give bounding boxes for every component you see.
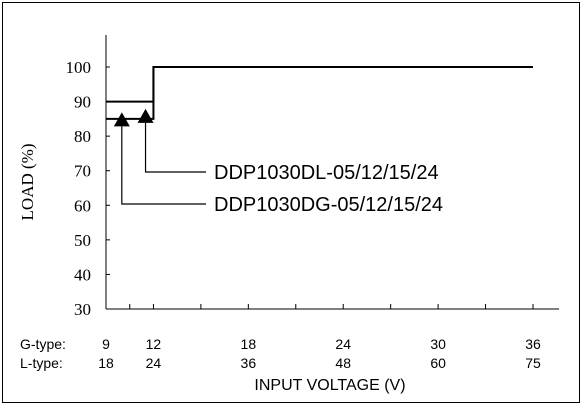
x-row-label-1: G-type: (20, 336, 66, 352)
axes (105, 35, 559, 310)
series-leader-line-1 (144, 122, 206, 173)
y-tick-label-30: 30 (74, 300, 91, 319)
x-row-1-tick-label-36: 36 (525, 336, 541, 352)
series-group (106, 66, 533, 120)
x-row-1-tick-label-18: 18 (241, 336, 257, 352)
x-row-2-tick-label-60: 60 (430, 355, 446, 371)
x-row-1-tick-label-12: 12 (146, 336, 162, 352)
series-line-1 (106, 66, 533, 103)
y-tick-label-90: 90 (74, 93, 91, 112)
series-marker-arrow-1 (137, 108, 154, 123)
y-axis-ticks: 30 40 50 60 70 80 90 100 (66, 58, 110, 319)
y-tick-label-100: 100 (66, 58, 92, 77)
y-tick-label-40: 40 (74, 265, 91, 284)
x-row-1-tick-label-9: 9 (102, 336, 110, 352)
y-tick-label-80: 80 (74, 127, 91, 146)
x-row-2-tick-label-18: 18 (98, 355, 114, 371)
series-label-1: DDP1030DL-05/12/15/24 (214, 162, 439, 184)
y-axis-title: LOAD (%) (18, 144, 37, 221)
x-axis-ticks (105, 304, 534, 309)
y-tick-label-60: 60 (74, 196, 91, 215)
y-tick-label-70: 70 (74, 162, 91, 181)
y-tick-label-50: 50 (74, 231, 91, 250)
x-row-label-2: L-type: (20, 355, 63, 371)
x-row-2-tick-label-48: 48 (335, 355, 351, 371)
x-row-1-tick-label-30: 30 (430, 336, 446, 352)
series-line-2 (106, 66, 533, 120)
marker-group: DDP1030DL-05/12/15/24 DDP1030DG-05/12/15/… (113, 108, 443, 216)
chart-frame (2, 2, 580, 403)
x-row-2-tick-label-24: 24 (146, 355, 162, 371)
series-marker-arrow-2 (113, 112, 130, 127)
x-axis-title: INPUT VOLTAGE (V) (254, 377, 405, 394)
series-leader-line-2 (121, 126, 206, 205)
x-row-1-tick-label-24: 24 (335, 336, 351, 352)
x-row-2-tick-label-36: 36 (241, 355, 257, 371)
series-label-2: DDP1030DG-05/12/15/24 (214, 194, 443, 216)
x-row-2-tick-label-75: 75 (525, 355, 541, 371)
x-axis-rows: G-type: 9 12 18 24 30 36 L-type: 18 24 36 48 60 75 (20, 336, 541, 371)
